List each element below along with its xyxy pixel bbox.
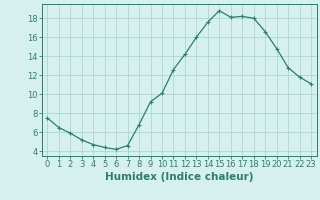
X-axis label: Humidex (Indice chaleur): Humidex (Indice chaleur) <box>105 172 253 182</box>
